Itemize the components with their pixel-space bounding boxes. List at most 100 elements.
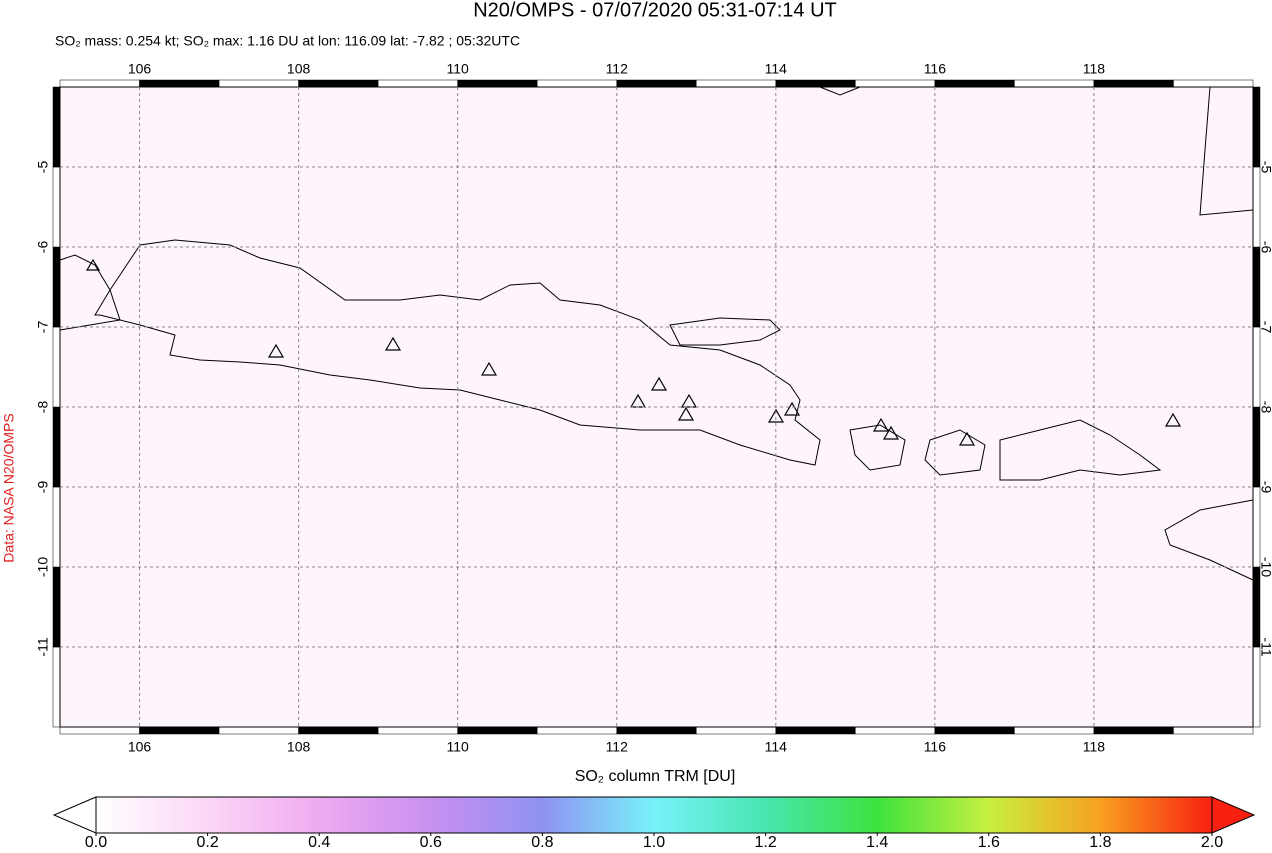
frame-segment [1252,486,1261,568]
x-tick-label: 106 [128,739,152,755]
x-tick-label: 114 [765,739,788,755]
frame-segment [855,79,936,88]
x-tick-label: 110 [447,739,470,755]
frame-segment [616,726,697,735]
frame-segment [377,79,458,88]
frame-segment [52,566,61,648]
colorbar-tick-label: 1.6 [978,834,1000,851]
coastline [819,86,861,96]
colorbar-tick-label: 1.8 [1089,834,1111,851]
x-tick-label: 108 [287,739,311,755]
frame-segment [1252,646,1261,728]
colorbar-tick-label: 0.8 [531,834,553,851]
frame-segment [775,726,856,735]
volcano [680,393,698,408]
coastline [669,317,781,346]
frame-segment [457,79,538,88]
frame-segment [934,79,1015,88]
frame-segment [218,79,299,88]
x-tick-label: 110 [447,61,470,77]
coastline [59,254,121,331]
frame-segment [1252,406,1261,488]
frame-segment [934,726,1015,735]
colorbar-tick-label: 1.4 [866,834,888,851]
frame-segment [616,79,697,88]
frame-segment [139,79,220,88]
y-tick-label: -6 [1258,241,1272,254]
coastline [999,419,1162,481]
frame-segment [1173,726,1254,735]
x-tick-label: 106 [128,61,152,77]
frame-segment [1173,79,1254,88]
volcano [1164,412,1182,427]
frame-segment [1252,326,1261,408]
volcano [480,361,498,376]
frame-segment [696,726,777,735]
frame-segment [855,726,936,735]
frame-segment [1252,166,1261,248]
colorbar-tick-label: 0.6 [420,834,442,851]
volcano [384,336,402,351]
colorbar-extend-high [1211,796,1256,834]
volcano [767,408,785,423]
x-tick-label: 116 [924,61,947,77]
x-tick-label: 112 [606,61,629,77]
y-tick-label: -8 [1258,401,1272,414]
volcano [882,425,900,440]
frame-segment [52,646,61,728]
frame-segment [52,86,61,168]
colorbar-tick-label: 1.2 [754,834,776,851]
colorbar [95,796,1213,834]
x-tick-label: 116 [924,739,947,755]
volcano [958,431,976,446]
frame-segment [457,726,538,735]
colorbar-tick-label: 2.0 [1201,834,1223,851]
y-tick-label: -11 [35,637,51,656]
coastline [1164,499,1254,581]
frame-segment [1014,79,1095,88]
frame-segment [52,486,61,568]
frame-segment [1093,79,1174,88]
frame-segment [59,79,140,88]
frame-segment [218,726,299,735]
y-tick-label: -10 [1258,557,1272,577]
y-tick-label: -11 [1258,637,1272,656]
volcano [677,406,695,421]
data-source: Data: NASA N20/OMPS [1,413,17,562]
y-tick-label: -10 [35,557,51,577]
x-tick-label: 114 [765,61,788,77]
frame-segment [298,79,379,88]
coastline [849,424,906,471]
frame-segment [139,726,220,735]
volcano [650,376,668,391]
frame-segment [52,166,61,248]
y-tick-label: -9 [35,481,51,494]
frame-segment [298,726,379,735]
coastline [94,239,821,466]
frame-segment [1014,726,1095,735]
frame-segment [52,406,61,488]
volcano [85,258,101,271]
frame-segment [52,326,61,408]
y-tick-label: -9 [1258,481,1272,494]
frame-segment [536,726,617,735]
colorbar-tick-label: 0.2 [196,834,218,851]
coastline [1199,86,1254,216]
chart-subtitle: SO₂ mass: 0.254 kt; SO₂ max: 1.16 DU at … [55,33,520,49]
coastlines [59,86,1254,581]
y-tick-label: -6 [35,241,51,254]
y-tick-label: -8 [35,401,51,414]
frame-segment [1252,86,1261,168]
frame-segment [1093,726,1174,735]
x-tick-label: 108 [287,61,311,77]
frame-segment [52,246,61,328]
chart-title: N20/OMPS - 07/07/2020 05:31-07:14 UT [473,0,837,21]
volcano [783,401,801,416]
colorbar-tick-label: 0.4 [308,834,330,851]
volcano [872,417,890,432]
colorbar-tick-label: 1.0 [643,834,665,851]
frame-segment [696,79,777,88]
frame-segment [59,726,140,735]
colorbar-extend-low [52,796,97,834]
